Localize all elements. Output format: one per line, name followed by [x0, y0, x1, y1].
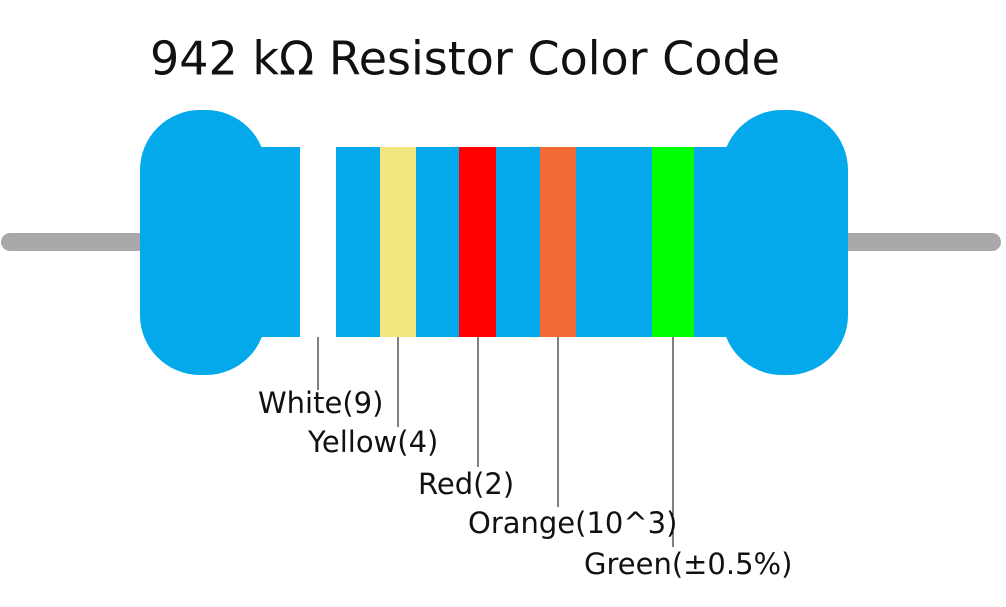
body-end-left: [140, 110, 266, 375]
band-label: Green(±0.5%): [584, 547, 792, 581]
band-label: Yellow(4): [307, 425, 438, 459]
title: 942 kΩ Resistor Color Code: [150, 32, 780, 86]
body-end-right: [722, 110, 848, 375]
band-orange: [540, 147, 576, 337]
band-green: [652, 147, 694, 337]
band-label: Orange(10^3): [468, 506, 677, 540]
band-red: [459, 147, 496, 337]
band-white: [300, 147, 336, 337]
band-label: White(9): [258, 386, 383, 420]
band-yellow: [380, 147, 416, 337]
band-label: Red(2): [418, 467, 514, 501]
